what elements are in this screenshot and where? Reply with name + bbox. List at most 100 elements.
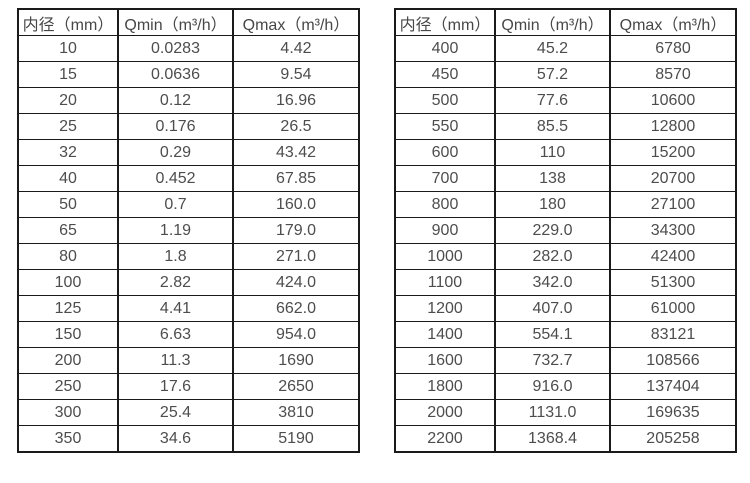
table-cell: 1.19: [117, 217, 234, 244]
flow-spec-tables: 内径（mm） Qmin（m³/h） Qmax（m³/h） 10 0.0283 4.42 1…: [17, 8, 737, 453]
table-cell: 65: [17, 217, 119, 244]
table-cell: 67.85: [232, 165, 360, 192]
table-row: 500 77.6 10600: [394, 87, 737, 114]
table-cell: 4.42: [232, 35, 360, 62]
table-cell: 110: [494, 139, 611, 166]
table-cell: 11.3: [117, 347, 234, 374]
table-cell: 1400: [394, 321, 496, 348]
table-cell: 26.5: [232, 113, 360, 140]
table-cell: 2000: [394, 399, 496, 426]
table-cell: 1000: [394, 243, 496, 270]
table-cell: 138: [494, 165, 611, 192]
column-header: Qmin（m³/h）: [494, 8, 611, 36]
table-row: 125 4.41 662.0: [17, 295, 360, 322]
table-cell: 180: [494, 191, 611, 218]
table-row: 200 11.3 1690: [17, 347, 360, 374]
table-cell: 342.0: [494, 269, 611, 296]
table-row: 1400 554.1 83121: [394, 321, 737, 348]
table-row: 550 85.5 12800: [394, 113, 737, 140]
table-cell: 1368.4: [494, 425, 611, 453]
table-cell: 205258: [609, 425, 737, 453]
table-cell: 2.82: [117, 269, 234, 296]
table-cell: 0.0636: [117, 61, 234, 88]
table-row: 1600 732.7 108566: [394, 347, 737, 374]
table-row: 150 6.63 954.0: [17, 321, 360, 348]
table-cell: 0.0283: [117, 35, 234, 62]
column-header: 内径（mm）: [17, 8, 119, 36]
table-cell: 85.5: [494, 113, 611, 140]
table-cell: 550: [394, 113, 496, 140]
table-cell: 9.54: [232, 61, 360, 88]
table-cell: 407.0: [494, 295, 611, 322]
table-cell: 15200: [609, 139, 737, 166]
table-row: 400 45.2 6780: [394, 35, 737, 62]
table-cell: 34.6: [117, 425, 234, 453]
table-cell: 50: [17, 191, 119, 218]
table-cell: 160.0: [232, 191, 360, 218]
table-cell: 45.2: [494, 35, 611, 62]
table-cell: 150: [17, 321, 119, 348]
table-cell: 1100: [394, 269, 496, 296]
table-row: 100 2.82 424.0: [17, 269, 360, 296]
table-cell: 10600: [609, 87, 737, 114]
table-cell: 80: [17, 243, 119, 270]
table-cell: 17.6: [117, 373, 234, 400]
table-row: 250 17.6 2650: [17, 373, 360, 400]
table-row: 600 110 15200: [394, 139, 737, 166]
table-cell: 6.63: [117, 321, 234, 348]
table-cell: 350: [17, 425, 119, 453]
table-cell: 43.42: [232, 139, 360, 166]
header-row: 内径（mm） Qmin（m³/h） Qmax（m³/h）: [394, 8, 737, 36]
table-cell: 27100: [609, 191, 737, 218]
table-row: 450 57.2 8570: [394, 61, 737, 88]
table-cell: 20700: [609, 165, 737, 192]
table-row: 65 1.19 179.0: [17, 217, 360, 244]
table-row: 25 0.176 26.5: [17, 113, 360, 140]
table-row: 900 229.0 34300: [394, 217, 737, 244]
table-cell: 6780: [609, 35, 737, 62]
column-header: 内径（mm）: [394, 8, 496, 36]
table-row: 20 0.12 16.96: [17, 87, 360, 114]
table-cell: 57.2: [494, 61, 611, 88]
table-cell: 0.29: [117, 139, 234, 166]
table-row: 1200 407.0 61000: [394, 295, 737, 322]
table-cell: 800: [394, 191, 496, 218]
table-cell: 100: [17, 269, 119, 296]
table-cell: 500: [394, 87, 496, 114]
table-cell: 954.0: [232, 321, 360, 348]
table-cell: 600: [394, 139, 496, 166]
table-row: 10 0.0283 4.42: [17, 35, 360, 62]
table-cell: 0.12: [117, 87, 234, 114]
table-cell: 42400: [609, 243, 737, 270]
table-cell: 0.176: [117, 113, 234, 140]
table-cell: 108566: [609, 347, 737, 374]
table-cell: 34300: [609, 217, 737, 244]
table-cell: 1.8: [117, 243, 234, 270]
table-cell: 20: [17, 87, 119, 114]
table-cell: 83121: [609, 321, 737, 348]
table-cell: 200: [17, 347, 119, 374]
table-cell: 3810: [232, 399, 360, 426]
table-cell: 250: [17, 373, 119, 400]
table-cell: 169635: [609, 399, 737, 426]
flow-table-large-diameters: 内径（mm） Qmin（m³/h） Qmax（m³/h） 400 45.2 6780 45…: [394, 8, 737, 453]
table-cell: 5190: [232, 425, 360, 453]
table-row: 32 0.29 43.42: [17, 139, 360, 166]
table-cell: 554.1: [494, 321, 611, 348]
table-cell: 1600: [394, 347, 496, 374]
table-cell: 450: [394, 61, 496, 88]
table-cell: 25.4: [117, 399, 234, 426]
header-row: 内径（mm） Qmin（m³/h） Qmax（m³/h）: [17, 8, 360, 36]
table-cell: 179.0: [232, 217, 360, 244]
table-cell: 15: [17, 61, 119, 88]
table-row: 50 0.7 160.0: [17, 191, 360, 218]
table-cell: 8570: [609, 61, 737, 88]
table-cell: 300: [17, 399, 119, 426]
table-cell: 424.0: [232, 269, 360, 296]
table-body: 10 0.0283 4.42 15 0.0636 9.54 20 0.12 16.96 25 0.1…: [17, 35, 360, 453]
table-cell: 77.6: [494, 87, 611, 114]
table-cell: 271.0: [232, 243, 360, 270]
table-cell: 2650: [232, 373, 360, 400]
table-cell: 16.96: [232, 87, 360, 114]
